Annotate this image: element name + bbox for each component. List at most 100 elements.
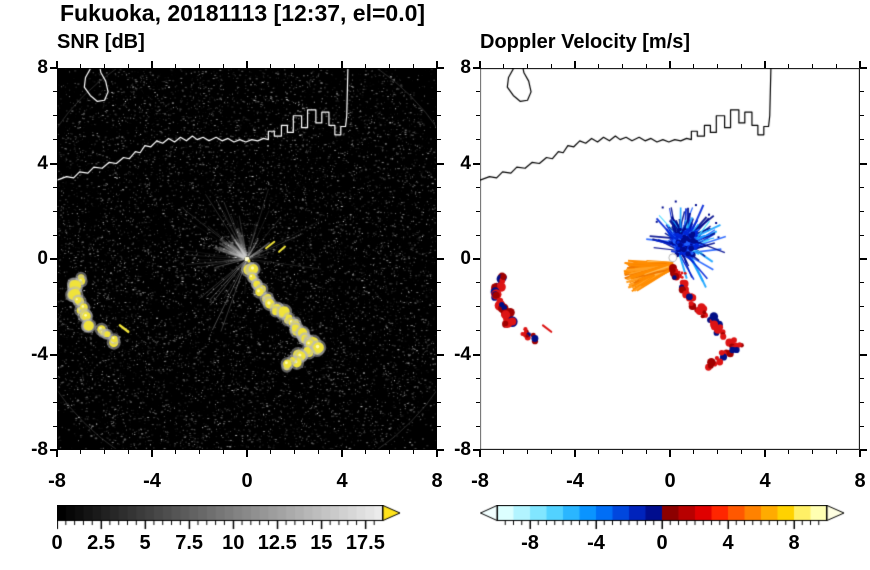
x-axis-tick xyxy=(389,450,390,454)
y-axis-tick xyxy=(860,139,864,141)
snr-colorbar-tick-label: 5 xyxy=(139,532,151,554)
y-axis-tick xyxy=(860,449,867,451)
y-axis-tick xyxy=(437,401,441,403)
x-axis-tick xyxy=(479,450,481,457)
x-axis-tick xyxy=(764,450,766,457)
velocity-colorbar-tick-label: 8 xyxy=(788,532,800,554)
y-axis-tick xyxy=(437,91,441,93)
x-axis-tick xyxy=(127,450,129,454)
y-axis-tick xyxy=(860,330,864,332)
y-axis-tick xyxy=(860,353,867,356)
x-axis-tick xyxy=(740,450,742,454)
y-axis-tick xyxy=(437,353,444,356)
y-tick-label: -4 xyxy=(31,343,48,365)
figure-title: Fukuoka, 20181113 [12:37, el=0.0] xyxy=(60,0,426,26)
snr-colorbar-tick-label: 10 xyxy=(222,532,245,554)
y-axis-tick xyxy=(860,234,864,236)
x-axis-tick xyxy=(222,450,224,454)
x-tick-label: 0 xyxy=(241,470,253,492)
y-tick-label: 4 xyxy=(37,152,48,174)
y-axis-tick xyxy=(437,115,441,117)
y-axis-tick xyxy=(437,282,441,284)
x-axis-tick xyxy=(175,450,177,454)
x-axis-tick xyxy=(317,450,319,454)
y-axis-tick xyxy=(473,162,480,165)
x-axis-tick xyxy=(56,61,58,68)
x-tick-label: 4 xyxy=(336,470,348,492)
velocity-colorbar-tick-label: -8 xyxy=(521,532,539,554)
y-axis-tick xyxy=(437,258,444,260)
y-axis-tick xyxy=(437,186,441,188)
x-axis-tick xyxy=(788,450,790,454)
x-axis-tick xyxy=(764,61,766,68)
y-tick-label: 8 xyxy=(37,57,48,78)
x-axis-tick xyxy=(479,61,481,68)
x-axis-tick xyxy=(527,450,528,454)
x-tick-label: 4 xyxy=(759,470,771,492)
y-axis-tick xyxy=(437,67,444,69)
x-axis-tick xyxy=(270,450,272,454)
doppler-panel-title: Doppler Velocity [m/s] xyxy=(480,31,691,53)
x-tick-label: -4 xyxy=(143,470,161,492)
x-axis-tick xyxy=(503,450,505,454)
snr-colorbar-tick-label: 7.5 xyxy=(175,532,204,554)
y-axis-tick xyxy=(50,67,57,69)
x-tick-label: 8 xyxy=(854,470,866,492)
x-axis-tick xyxy=(56,450,58,457)
x-tick-label: 0 xyxy=(664,470,676,492)
velocity-colorbar-tick-label: 4 xyxy=(722,532,734,554)
x-axis-tick xyxy=(859,450,861,457)
y-axis-tick xyxy=(860,162,867,165)
x-axis-tick xyxy=(859,61,861,68)
x-axis-tick xyxy=(669,450,671,457)
y-axis-tick xyxy=(437,449,444,451)
x-axis-tick xyxy=(199,450,200,454)
x-axis-tick xyxy=(436,450,438,457)
y-tick-label: -8 xyxy=(31,439,48,460)
x-axis-tick xyxy=(835,450,837,454)
x-tick-label: -8 xyxy=(471,470,489,492)
snr-colorbar xyxy=(57,505,402,531)
y-axis-tick xyxy=(50,162,57,165)
x-axis-tick xyxy=(436,61,438,68)
y-axis-tick xyxy=(860,186,864,188)
x-axis-tick xyxy=(622,450,623,454)
x-axis-tick xyxy=(341,61,343,68)
x-axis-tick xyxy=(412,450,414,454)
y-axis-tick xyxy=(860,377,864,379)
doppler-velocity-colorbar xyxy=(480,505,845,531)
x-axis-tick xyxy=(717,450,718,454)
y-axis-tick xyxy=(437,425,441,427)
x-axis-tick xyxy=(812,450,813,454)
y-tick-label: 0 xyxy=(37,248,48,269)
y-axis-tick xyxy=(473,353,480,356)
y-axis-tick xyxy=(50,258,57,260)
y-axis-tick xyxy=(860,425,864,427)
velocity-colorbar-tick-label: -4 xyxy=(587,532,605,554)
x-axis-tick xyxy=(341,450,343,457)
x-axis-tick xyxy=(294,450,295,454)
x-axis-tick xyxy=(574,450,576,457)
snr-plot-canvas xyxy=(57,68,437,450)
x-axis-tick xyxy=(246,450,248,457)
y-axis-tick xyxy=(437,162,444,165)
y-axis-tick xyxy=(860,258,867,260)
doppler-plot-canvas xyxy=(480,68,860,450)
snr-heatmap-panel xyxy=(57,68,437,450)
y-axis-tick xyxy=(50,449,57,451)
snr-colorbar-tick-label: 17.5 xyxy=(345,532,385,554)
y-axis-tick xyxy=(50,353,57,356)
snr-panel-title: SNR [dB] xyxy=(57,31,145,53)
y-axis-tick xyxy=(860,91,864,93)
x-tick-label: -8 xyxy=(48,470,66,492)
y-axis-tick xyxy=(437,139,441,141)
x-axis-tick xyxy=(550,450,552,454)
y-axis-tick xyxy=(860,67,867,69)
x-axis-tick xyxy=(246,61,248,68)
y-axis-tick xyxy=(860,282,864,284)
x-axis-tick xyxy=(669,61,671,68)
y-axis-tick xyxy=(437,234,441,236)
x-axis-tick xyxy=(151,450,153,457)
x-axis-tick xyxy=(80,450,82,454)
